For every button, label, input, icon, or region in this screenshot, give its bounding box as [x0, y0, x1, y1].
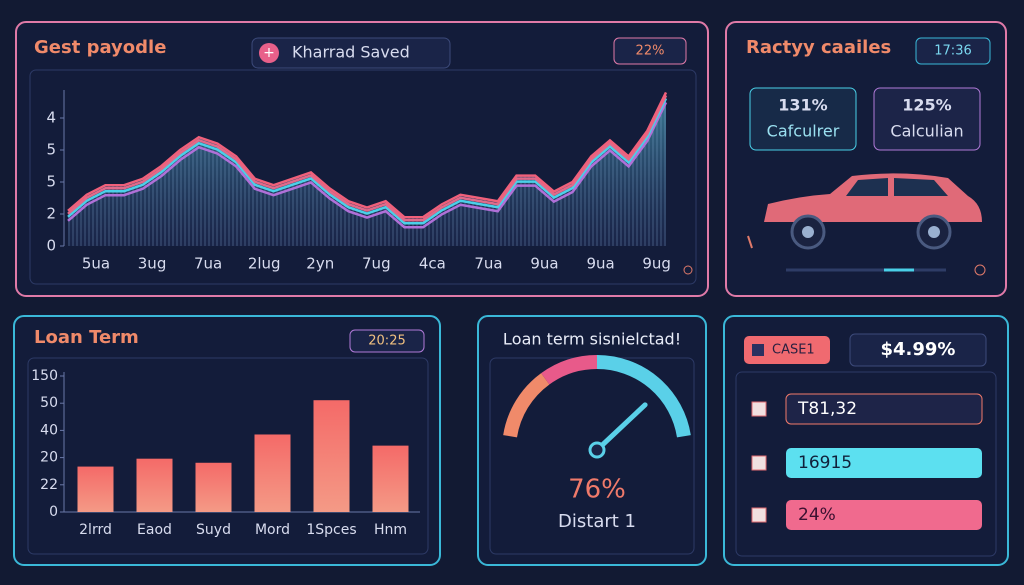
- x-tick-label: Hnm: [374, 522, 407, 538]
- x-tick-label: 2lrrd: [79, 522, 112, 538]
- y-tick-label: 5: [46, 173, 56, 191]
- x-tick-label: 2yn: [306, 255, 334, 273]
- tag-text: CASE1: [772, 343, 815, 358]
- y-tick-label: 150: [31, 368, 58, 384]
- area-line: [67, 91, 668, 219]
- card[interactable]: [873, 87, 981, 151]
- bar: [254, 434, 291, 512]
- x-tick-label: 4ca: [419, 255, 446, 273]
- time-badge: [349, 329, 425, 353]
- y-tick-label: 0: [46, 237, 56, 255]
- y-tick-label: 40: [40, 422, 58, 438]
- area-hatch: [68, 92, 666, 247]
- bar: [372, 445, 409, 512]
- icon: [683, 265, 693, 275]
- x-tick-label: Eaod: [137, 522, 172, 538]
- card-value: 125%: [902, 96, 951, 115]
- card[interactable]: [749, 87, 857, 151]
- badge-text: 20:25: [368, 334, 405, 349]
- y-tick-label: 22: [40, 477, 58, 493]
- gauge-arc: [503, 373, 550, 438]
- panel-title: Ractyy caailes: [746, 37, 891, 58]
- x-tick-label: 1Spces: [306, 522, 356, 538]
- x-tick-label: 9ua: [530, 255, 558, 273]
- gauge-hub: [588, 441, 606, 459]
- x-tick-label: 7ug: [362, 255, 391, 273]
- x-tick-label: 9ug: [642, 255, 671, 273]
- area-line: [67, 97, 668, 225]
- panel-title: Loan Term: [34, 327, 139, 348]
- x-tick-label: Suyd: [196, 522, 231, 538]
- area-line: [67, 101, 668, 229]
- gauge-arc: [541, 355, 598, 385]
- row-field[interactable]: [785, 393, 983, 425]
- gauge-value: 76%: [568, 475, 626, 505]
- tag-icon: [752, 344, 764, 356]
- row: 16915: [751, 448, 982, 478]
- amount: $4.99%: [881, 339, 956, 360]
- row: T81,32: [751, 393, 983, 425]
- row-text: 24%: [798, 505, 836, 525]
- plus-icon: +: [263, 45, 275, 61]
- panel-title: Gest payodle: [34, 37, 166, 58]
- time-badge: [915, 37, 991, 65]
- bar: [313, 400, 350, 512]
- panel-title: Lоan term sisnielctad!: [503, 330, 681, 349]
- y-tick-label: 20: [40, 450, 58, 466]
- tag[interactable]: [744, 336, 830, 364]
- amount-box: [849, 333, 987, 367]
- row-field[interactable]: [786, 448, 982, 478]
- x-tick-label: 5ua: [82, 255, 110, 273]
- gauge-needle: [594, 402, 648, 453]
- corner-text: 22%: [636, 44, 665, 59]
- status-pill[interactable]: [251, 37, 451, 69]
- panel-inner: [27, 357, 429, 555]
- panel-inner: [735, 371, 997, 557]
- card-value: 131%: [778, 96, 827, 115]
- row: 24%: [751, 500, 982, 530]
- bar: [195, 462, 232, 512]
- area-line: [67, 94, 668, 222]
- card-label: Cafculrer: [767, 122, 840, 141]
- y-tick-label: 5: [46, 141, 56, 159]
- y-tick-label: 50: [40, 395, 58, 411]
- y-tick-label: 0: [49, 504, 58, 520]
- gauge-caption: Distart 1: [558, 511, 636, 532]
- corner-badge: [613, 37, 687, 65]
- row-text: 16915: [798, 453, 852, 473]
- panel-inner: [29, 69, 697, 285]
- x-tick-label: 2lug: [248, 255, 281, 273]
- x-tick-label: 7ua: [194, 255, 222, 273]
- time-text: 17:36: [934, 44, 971, 59]
- y-tick-label: 2: [46, 205, 56, 223]
- car-illustration: [747, 173, 982, 250]
- x-tick-label: Mord: [255, 522, 290, 538]
- row-field[interactable]: [786, 500, 982, 530]
- bar: [77, 466, 114, 512]
- icon: [974, 264, 986, 276]
- x-tick-label: 9ua: [586, 255, 614, 273]
- x-tick-label: 7ua: [474, 255, 502, 273]
- gauge-arc: [596, 355, 691, 438]
- card-label: Calculian: [890, 122, 963, 141]
- status-icon: [259, 43, 279, 63]
- status-text: Kharrad Saved: [292, 43, 410, 62]
- bar: [136, 458, 173, 512]
- x-tick-label: 3ug: [138, 255, 167, 273]
- y-tick-label: 4: [46, 109, 56, 127]
- row-text: T81,32: [797, 399, 857, 419]
